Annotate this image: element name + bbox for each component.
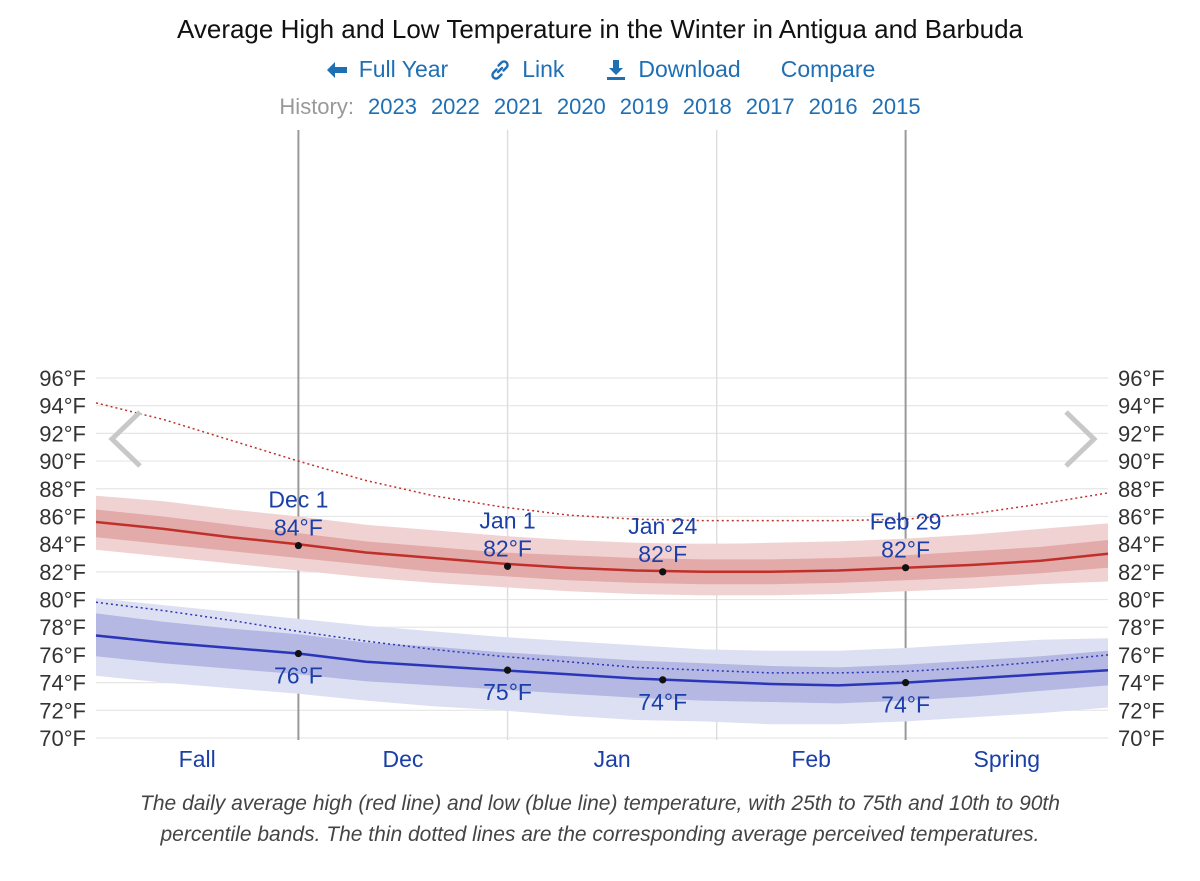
history-bar: History: 2023 2022 2021 2020 2019 2018 2… [0,94,1200,120]
x-label-feb: Feb [791,746,831,772]
history-year-2017[interactable]: 2017 [745,94,795,119]
y-tick-left-72: 72°F [39,698,86,723]
y-tick-left-90: 90°F [39,449,86,474]
link-button[interactable]: Link [488,56,564,83]
x-label-dec: Dec [383,746,424,772]
history-year-2020[interactable]: 2020 [556,94,606,119]
history-year-2018[interactable]: 2018 [682,94,732,119]
y-tick-right-78: 78°F [1118,615,1165,640]
download-icon [604,58,628,82]
annotation-date-1: Jan 1 [479,507,535,533]
arrow-left-icon [325,60,349,80]
caption-line-1: The daily average high (red line) and lo… [140,792,1060,815]
annotation-value-0: 84°F [274,515,323,541]
annotation-value-3: 82°F [881,537,930,563]
link-icon [488,58,512,82]
high-band-25-75 [96,509,1108,585]
annotation-date-0: Dec 1 [268,487,328,513]
y-tick-right-84: 84°F [1118,532,1165,557]
history-year-2019[interactable]: 2019 [619,94,669,119]
average-low-line [95,634,1109,687]
annotation-value-2: 82°F [638,541,687,567]
annotation-point-4 [294,649,302,658]
annotation-point-6 [659,676,667,684]
history-label: History: [279,94,354,119]
history-year-2016[interactable]: 2016 [808,94,858,119]
y-tick-right-86: 86°F [1118,504,1165,529]
x-label-spring: Spring [974,746,1040,772]
y-tick-right-94: 94°F [1118,394,1165,419]
y-tick-left-78: 78°F [39,615,86,640]
low-band-25-75 [96,613,1108,704]
x-label-fall: Fall [179,746,216,772]
prev-chevron-icon[interactable] [108,410,142,468]
history-year-2022[interactable]: 2022 [430,94,480,119]
y-tick-left-86: 86°F [39,504,86,529]
y-tick-right-90: 90°F [1118,449,1165,474]
y-tick-left-76: 76°F [39,643,86,668]
y-tick-left-92: 92°F [39,421,86,446]
y-tick-right-92: 92°F [1118,421,1165,446]
annotation-date-2: Jan 24 [628,513,697,539]
y-tick-right-72: 72°F [1118,698,1165,723]
caption-line-2: percentile bands. The thin dotted lines … [160,823,1040,846]
average-high-line [95,520,1109,574]
annotation-value-6: 74°F [638,689,687,715]
y-tick-right-96: 96°F [1118,366,1165,391]
y-tick-right-70: 70°F [1118,726,1165,751]
annotation-point-5 [503,666,512,674]
link-label: Link [522,56,565,82]
y-tick-right-80: 80°F [1118,588,1165,613]
y-tick-right-88: 88°F [1118,477,1165,502]
chart-caption: The daily average high (red line) and lo… [40,788,1160,850]
annotation-point-1 [503,562,512,570]
annotation-value-5: 75°F [483,679,532,705]
y-tick-left-94: 94°F [39,394,86,419]
y-tick-right-74: 74°F [1118,671,1165,696]
full-year-button[interactable]: Full Year [325,56,449,83]
annotation-value-7: 74°F [881,692,930,718]
full-year-label: Full Year [358,56,449,82]
annotation-point-7 [902,679,910,687]
y-tick-left-70: 70°F [39,726,86,751]
x-label-jan: Jan [594,746,631,772]
y-tick-right-76: 76°F [1118,643,1165,668]
y-tick-right-82: 82°F [1118,560,1165,585]
compare-label: Compare [780,56,876,82]
y-tick-left-84: 84°F [39,532,86,557]
annotation-point-3 [902,564,910,572]
next-chevron-icon[interactable] [1064,410,1098,468]
chart-title: Average High and Low Temperature in the … [176,14,1024,44]
y-tick-left-96: 96°F [39,366,86,391]
history-year-2015[interactable]: 2015 [871,94,921,119]
download-button[interactable]: Download [604,56,741,83]
temperature-chart: 70°F 70°F72°F 72°F74°F 74°F76°F 76°F78°F 78°F… [39,130,1165,772]
y-tick-left-88: 88°F [39,477,86,502]
history-year-2021[interactable]: 2021 [493,94,543,119]
compare-button[interactable]: Compare [781,56,876,83]
perceived-low-line [95,601,1109,674]
y-tick-left-80: 80°F [39,588,86,613]
y-tick-left-74: 74°F [39,671,86,696]
annotation-point-2 [659,568,667,576]
chart-toolbar: Full Year Link Download Compare [0,56,1200,83]
download-label: Download [638,56,741,82]
annotation-date-3: Feb 29 [870,509,942,535]
annotation-value-4: 76°F [274,663,323,689]
perceived-high-line [95,402,1109,522]
annotation-point-0 [294,541,302,550]
y-tick-left-82: 82°F [39,560,86,585]
history-year-2023[interactable]: 2023 [367,94,417,119]
annotation-value-1: 82°F [483,535,532,561]
